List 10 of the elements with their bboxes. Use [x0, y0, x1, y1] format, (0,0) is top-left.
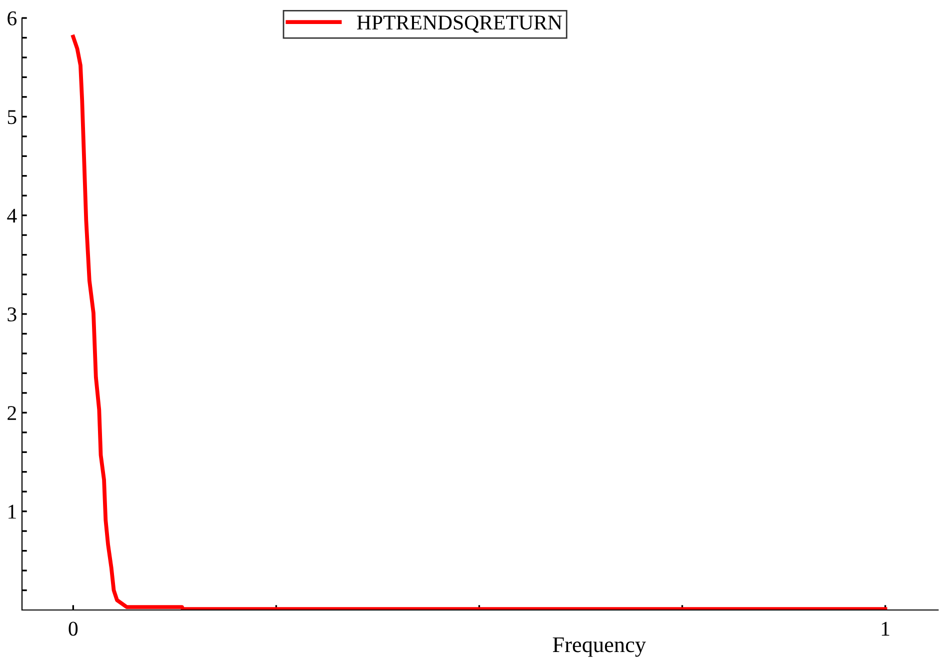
y-tick-label: 4	[7, 208, 17, 223]
line-series	[71, 34, 888, 610]
y-tick-label: 2	[8, 406, 16, 420]
x-tick-label: 0	[68, 622, 78, 636]
y-tick-label: 5	[8, 110, 16, 124]
y-tick-label: 1	[8, 504, 16, 519]
y-tick-label: 6	[8, 11, 17, 26]
y-tick-label: 3	[8, 307, 16, 322]
x-axis-title: Frequency	[552, 637, 646, 657]
legend-label: HPTRENDSQRETURN	[357, 16, 562, 33]
